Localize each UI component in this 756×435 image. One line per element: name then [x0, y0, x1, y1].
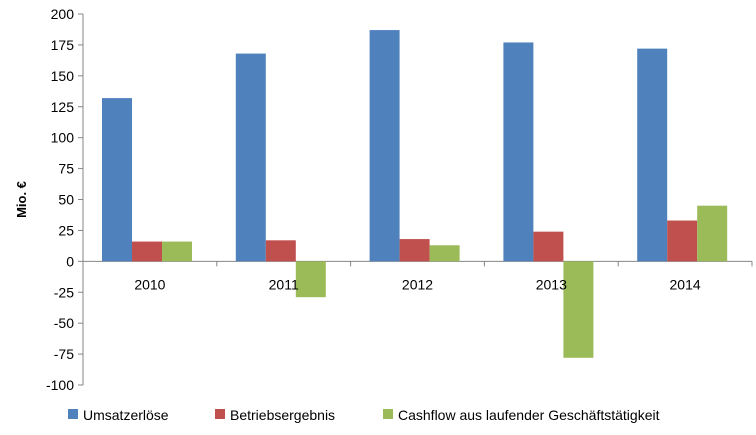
y-tick-label: 100: [51, 130, 75, 146]
x-tick-label: 2010: [134, 276, 165, 292]
bar: [235, 53, 266, 262]
y-tick-label: 200: [51, 6, 75, 22]
legend-swatch: [68, 409, 78, 419]
y-tick-label: 75: [58, 161, 74, 177]
bar: [667, 220, 698, 262]
bar: [102, 98, 132, 262]
y-tick-label: -25: [54, 284, 74, 300]
bar: [162, 241, 192, 262]
bar: [637, 48, 668, 262]
bar: [265, 240, 296, 262]
legend-swatch: [215, 409, 225, 419]
bar: [429, 245, 460, 262]
y-tick-label: 50: [58, 192, 74, 208]
x-tick-label: 2012: [402, 276, 433, 292]
y-tick-label: 0: [66, 253, 74, 269]
bar: [533, 231, 564, 262]
legend: Umsatzerlöse Betriebsergebnis Cashflow aus…: [68, 407, 660, 423]
bar: [295, 261, 326, 298]
y-tick-label: 25: [58, 222, 74, 238]
y-tick-label: -50: [54, 315, 74, 331]
x-tick-label: 2014: [670, 276, 701, 292]
bar: [503, 42, 534, 262]
x-axis-labels: 2010 2011 2012 2013 2014: [134, 276, 701, 292]
y-tick-label: -100: [46, 377, 74, 393]
bar: [563, 261, 594, 358]
legend-label: Cashflow aus laufender Geschäftstätigkei…: [398, 407, 660, 423]
legend-swatch: [383, 409, 393, 419]
bar: [399, 239, 430, 262]
y-tick-label: -75: [54, 346, 74, 362]
y-axis-label: Mio. €: [14, 181, 29, 218]
bars: [102, 30, 728, 358]
x-tick-label: 2013: [536, 276, 567, 292]
bar: [697, 205, 728, 262]
bar: [369, 30, 400, 262]
bar: [132, 241, 162, 262]
y-tick-label: 125: [51, 99, 75, 115]
legend-label: Umsatzerlöse: [83, 407, 169, 423]
legend-label: Betriebsergebnis: [230, 407, 335, 423]
y-tick-label: 175: [51, 37, 75, 53]
y-axis: 200 175 150 125 100 75 50 25 0 -25 -50 -75 -100: [46, 6, 753, 393]
y-tick-label: 150: [51, 68, 75, 84]
x-tick-label: 2011: [269, 276, 299, 292]
